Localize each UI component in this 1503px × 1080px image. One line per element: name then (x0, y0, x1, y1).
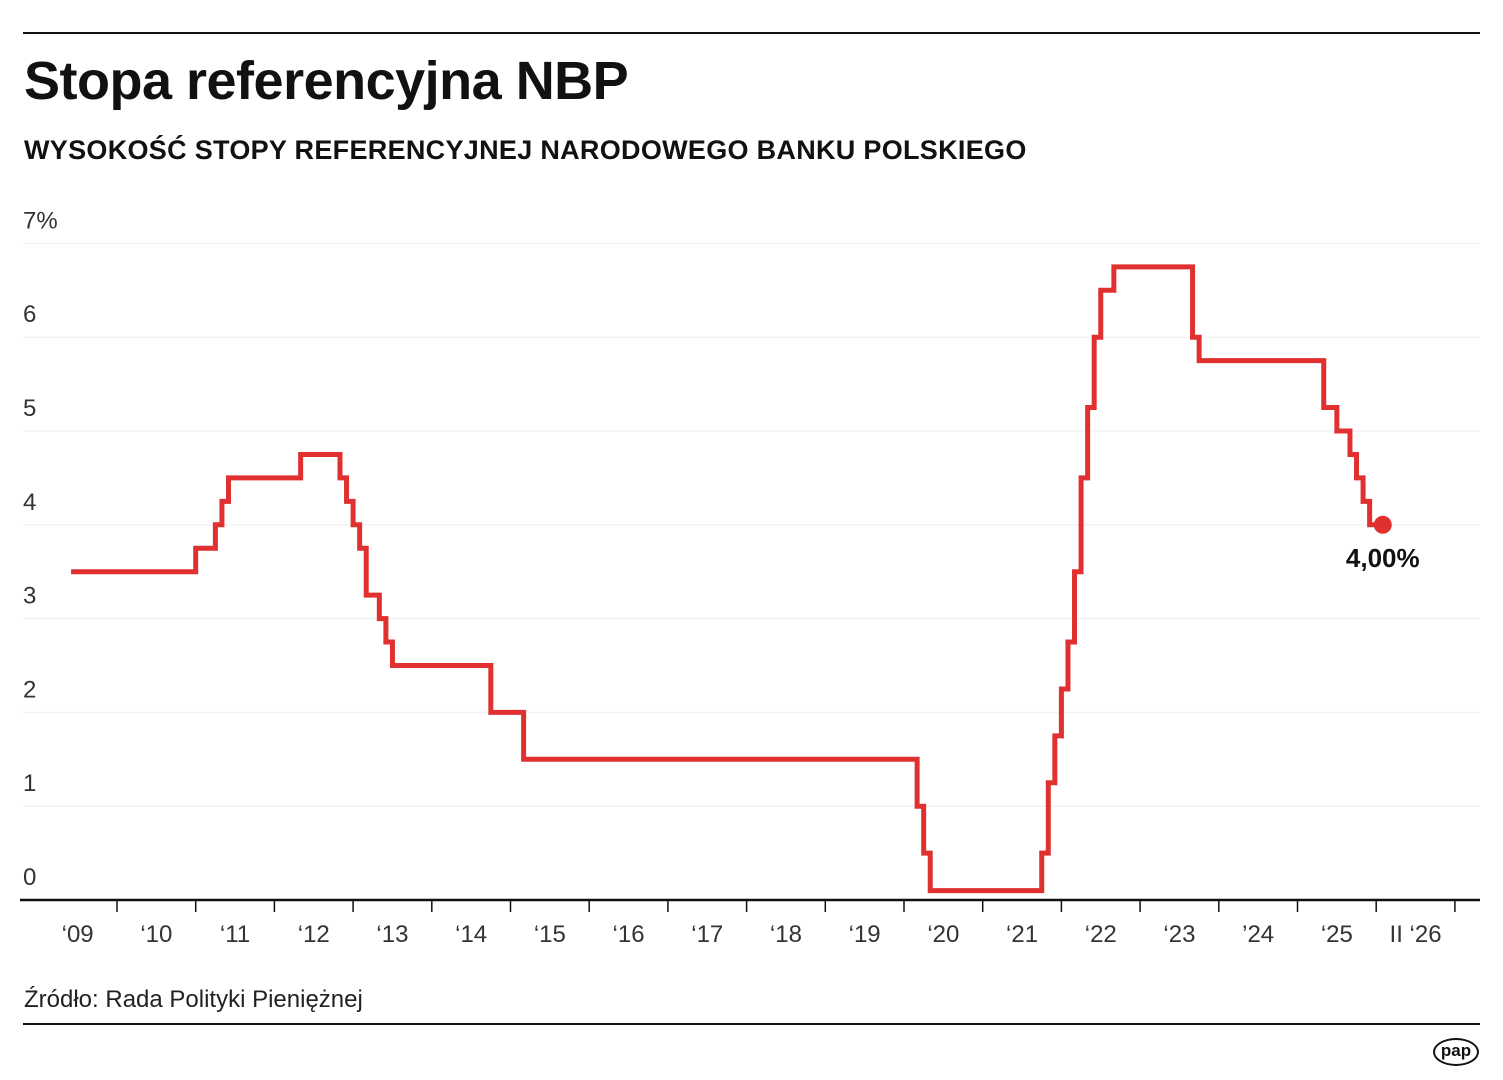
y-tick-label: 7% (23, 207, 58, 234)
x-tick-label: ‘11 (220, 921, 250, 948)
x-tick-label: ‘18 (770, 921, 802, 948)
source-note: Źródło: Rada Polityki Pieniężnej (24, 986, 363, 1013)
x-tick-label: II ‘26 (1390, 921, 1442, 948)
y-tick-label: 3 (23, 583, 36, 610)
y-tick-label: 1 (23, 770, 36, 797)
x-tick-label: ‘20 (927, 921, 959, 948)
x-tick-label: ‘25 (1321, 921, 1353, 948)
x-tick-label: ‘15 (534, 921, 566, 948)
pap-logo: pap (1433, 1038, 1479, 1066)
x-tick-label: ‘19 (849, 921, 881, 948)
y-tick-label: 6 (23, 301, 36, 328)
bottom-rule (23, 1023, 1480, 1025)
chart-subtitle: WYSOKOŚĆ STOPY REFERENCYJNEJ NARODOWEGO … (24, 135, 1027, 165)
x-tick-label: ‘17 (691, 921, 723, 948)
x-tick-label: ’24 (1242, 921, 1274, 948)
y-tick-label: 4 (23, 489, 36, 516)
x-tick-label: ‘14 (455, 921, 487, 948)
top-rule (23, 32, 1480, 34)
x-tick-label: ‘23 (1163, 921, 1195, 948)
chart-title: Stopa referencyjna NBP (24, 51, 629, 111)
x-tick-label: ‘12 (298, 921, 330, 948)
end-value-label: 4,00% (1346, 543, 1420, 573)
rate-line (71, 264, 1383, 894)
x-tick-label: ‘13 (376, 921, 408, 948)
x-tick-label: ‘09 (62, 921, 94, 948)
x-tick-label: ‘22 (1085, 921, 1117, 948)
end-point (1373, 515, 1392, 534)
y-tick-label: 5 (23, 395, 36, 422)
x-tick-label: ‘21 (1006, 921, 1038, 948)
x-tick-label: ‘16 (613, 921, 645, 948)
y-tick-label: 0 (23, 864, 36, 891)
x-tick-label: ‘10 (140, 921, 172, 948)
y-tick-label: 2 (23, 676, 36, 703)
